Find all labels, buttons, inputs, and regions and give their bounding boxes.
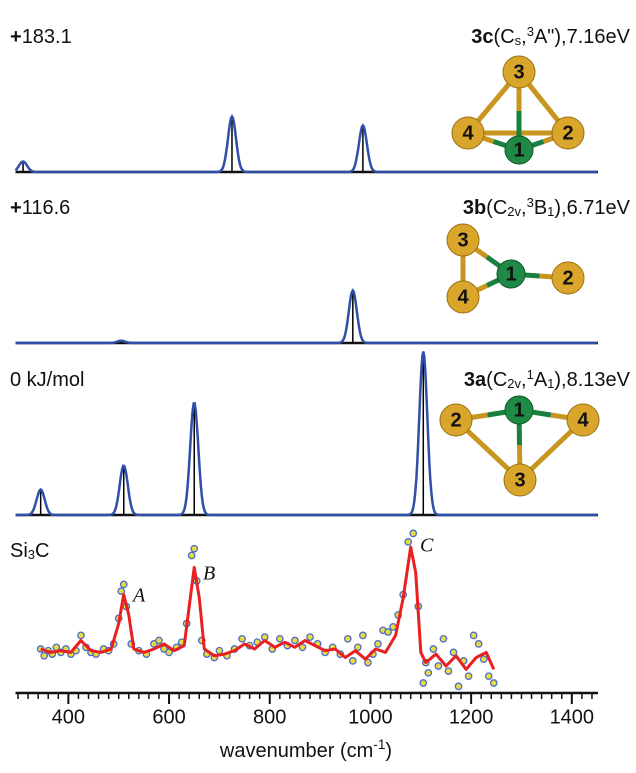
structure-label-part: ),6.71eV bbox=[554, 197, 630, 219]
data-point bbox=[390, 624, 396, 630]
data-point bbox=[430, 646, 436, 652]
x-axis-label-part: ) bbox=[385, 740, 392, 762]
structure-label-part: ,7.16eV bbox=[561, 26, 631, 48]
panel-label-part: 3 bbox=[28, 547, 35, 562]
data-point bbox=[470, 632, 476, 638]
structure-label: 3c(Cs,3A"),7.16eV bbox=[471, 24, 630, 49]
data-point bbox=[121, 581, 127, 587]
atom-label: 3 bbox=[457, 229, 468, 251]
structure-label-part: 3b bbox=[463, 197, 486, 219]
x-tick-label: 600 bbox=[152, 706, 185, 728]
x-axis-label: wavenumber (cm-1) bbox=[219, 737, 392, 762]
structure-label-part: 1 bbox=[547, 376, 554, 391]
structure-label-part: (C bbox=[486, 197, 507, 219]
structure-label-part: B bbox=[534, 197, 547, 219]
atom-label: 1 bbox=[505, 263, 516, 285]
energy-label-part: 116.6 bbox=[22, 197, 71, 219]
structure-label-part: (C bbox=[494, 26, 515, 48]
peak-annotation: A bbox=[131, 585, 146, 607]
data-point bbox=[385, 629, 391, 635]
data-point bbox=[465, 673, 471, 679]
atom-label: 4 bbox=[577, 409, 589, 431]
structure-label-part: 2v bbox=[507, 376, 521, 391]
data-point bbox=[239, 636, 245, 642]
atom-label: 3 bbox=[513, 61, 524, 83]
x-tick-label: 800 bbox=[253, 706, 286, 728]
energy-label: 0 kJ/mol bbox=[10, 369, 84, 391]
data-point bbox=[440, 636, 446, 642]
structure-label-part: 1 bbox=[527, 367, 534, 382]
atom-label: 2 bbox=[450, 409, 461, 431]
data-point bbox=[189, 552, 195, 558]
data-point bbox=[216, 648, 222, 654]
data-point bbox=[475, 641, 481, 647]
x-tick-label: 1200 bbox=[449, 706, 494, 728]
data-point bbox=[292, 637, 298, 643]
structure-label: 3a(C2v,1A1),8.13eV bbox=[464, 367, 631, 392]
structure-label-part: 3a bbox=[464, 369, 487, 391]
data-point bbox=[455, 683, 461, 689]
broadened-spectrum bbox=[16, 291, 598, 344]
data-point bbox=[410, 530, 416, 536]
data-point bbox=[350, 658, 356, 664]
energy-label-part: + bbox=[10, 197, 22, 219]
structure-label-part: A") bbox=[534, 26, 561, 48]
data-point bbox=[78, 632, 84, 638]
panel-label: Si3C bbox=[10, 540, 49, 562]
atom-label: 4 bbox=[457, 286, 469, 308]
data-point bbox=[277, 636, 283, 642]
data-point bbox=[405, 539, 411, 545]
structure-label: 3b(C2v,3B1),6.71eV bbox=[463, 195, 631, 220]
x-axis-label-part: -1 bbox=[373, 737, 385, 752]
atom-label: 2 bbox=[562, 122, 573, 144]
atom-label: 1 bbox=[513, 399, 524, 421]
data-point bbox=[481, 656, 487, 662]
x-axis-label-part: wavenumber (cm bbox=[219, 740, 373, 762]
atom-label: 3 bbox=[514, 469, 525, 491]
data-point bbox=[491, 680, 497, 686]
structure-label-part: 3c bbox=[471, 26, 493, 48]
atom-label: 1 bbox=[513, 139, 524, 161]
data-point bbox=[307, 634, 313, 640]
data-point bbox=[425, 670, 431, 676]
energy-label-part: 0 kJ/mol bbox=[10, 369, 84, 391]
panel-label-part: Si bbox=[10, 540, 28, 562]
energy-label-part: + bbox=[10, 26, 22, 48]
data-point bbox=[360, 632, 366, 638]
structure-label-part: 3 bbox=[527, 24, 534, 39]
data-point bbox=[191, 546, 197, 552]
atom-label: 4 bbox=[462, 122, 474, 144]
data-point bbox=[435, 663, 441, 669]
data-point bbox=[445, 668, 451, 674]
structure-label-part: 3 bbox=[527, 195, 534, 210]
structure-label-part: A bbox=[534, 369, 548, 391]
structure-label-part: (C bbox=[486, 369, 507, 391]
x-tick-label: 1000 bbox=[348, 706, 393, 728]
data-point bbox=[486, 673, 492, 679]
structure-label-part: 2v bbox=[507, 204, 521, 219]
atom-label: 2 bbox=[562, 267, 573, 289]
x-tick-label: 400 bbox=[52, 706, 85, 728]
figure: +183.13c(Cs,3A"),7.16eV3421+116.63b(C2v,… bbox=[0, 0, 636, 773]
structure-label-part: 1 bbox=[547, 204, 554, 219]
data-point bbox=[420, 680, 426, 686]
peak-annotation: B bbox=[203, 563, 215, 585]
panel-label-part: C bbox=[35, 540, 49, 562]
x-tick-label: 1400 bbox=[550, 706, 595, 728]
data-point bbox=[345, 636, 351, 642]
data-point bbox=[156, 637, 162, 643]
energy-label: +116.6 bbox=[10, 197, 70, 219]
data-point bbox=[375, 641, 381, 647]
structure-label-part: ),8.13eV bbox=[554, 369, 630, 391]
energy-label: +183.1 bbox=[10, 26, 72, 48]
energy-label-part: 183.1 bbox=[22, 26, 72, 48]
fit-line bbox=[41, 547, 494, 669]
peak-annotation: C bbox=[420, 535, 434, 557]
